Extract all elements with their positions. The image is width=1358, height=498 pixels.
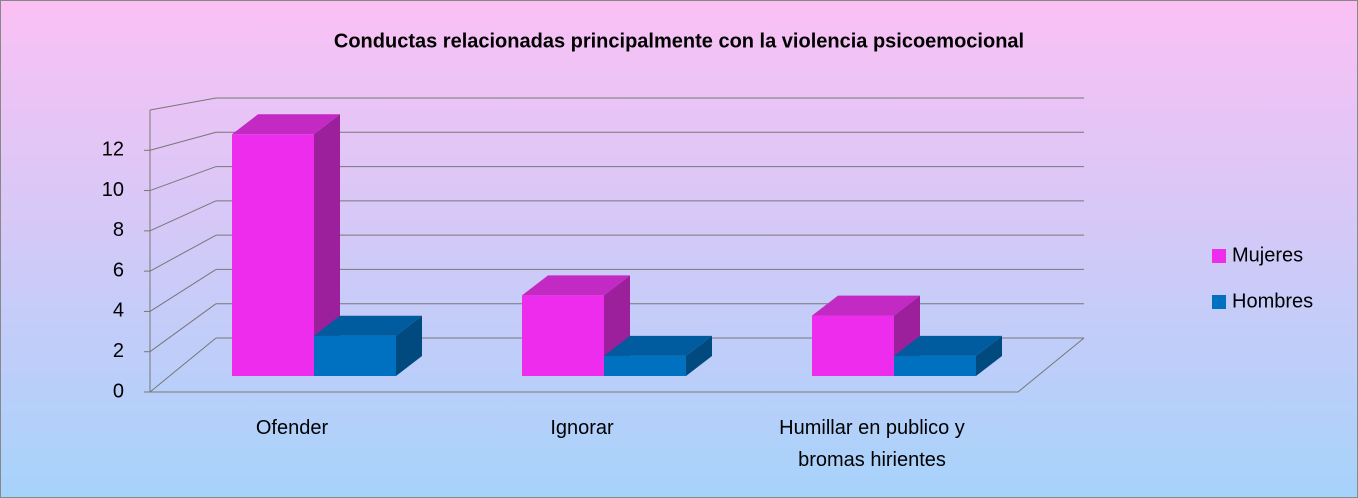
grid-line	[149, 166, 217, 192]
bar	[894, 355, 976, 376]
floor-right	[1017, 337, 1085, 393]
x-tick-label: Ofender	[255, 417, 329, 439]
bar-top	[812, 295, 920, 316]
grid-line	[149, 337, 217, 393]
legend-swatch	[1212, 295, 1226, 309]
bar	[812, 315, 894, 376]
legend-swatch	[1212, 249, 1226, 263]
y-tick-label: 6	[113, 259, 124, 281]
bar-side	[976, 335, 1002, 376]
grid-line	[149, 234, 217, 272]
bar-side	[314, 114, 340, 377]
bar-top	[232, 114, 340, 135]
legend-label: Mujeres	[1232, 244, 1303, 266]
bar	[604, 355, 686, 376]
chart-title: Conductas relacionadas principalmente co…	[334, 30, 1024, 52]
y-tick-label: 4	[113, 300, 124, 322]
y-tick-label: 10	[102, 179, 124, 201]
grid-line	[149, 131, 217, 151]
bar-top	[522, 275, 630, 296]
y-tick-label: 0	[113, 380, 124, 402]
grid-line	[149, 303, 217, 353]
bar-side	[686, 335, 712, 376]
bar-top	[604, 335, 712, 356]
grid-line	[149, 269, 217, 312]
x-tick-label: Ignorar	[550, 417, 614, 439]
bar	[522, 295, 604, 376]
y-tick-label: 12	[102, 139, 124, 161]
y-tick-label: 8	[113, 219, 124, 241]
bar-top	[894, 335, 1002, 356]
left-wall-top	[149, 97, 217, 111]
legend-label: Hombres	[1232, 290, 1313, 312]
bar-side	[396, 315, 422, 376]
x-tick-label: Humillar en publico y bromas hirientes	[779, 417, 965, 471]
y-tick-label: 2	[113, 340, 124, 362]
bar	[314, 335, 396, 376]
bar	[232, 134, 314, 376]
bar-top	[314, 315, 422, 336]
grid-line	[149, 200, 217, 232]
